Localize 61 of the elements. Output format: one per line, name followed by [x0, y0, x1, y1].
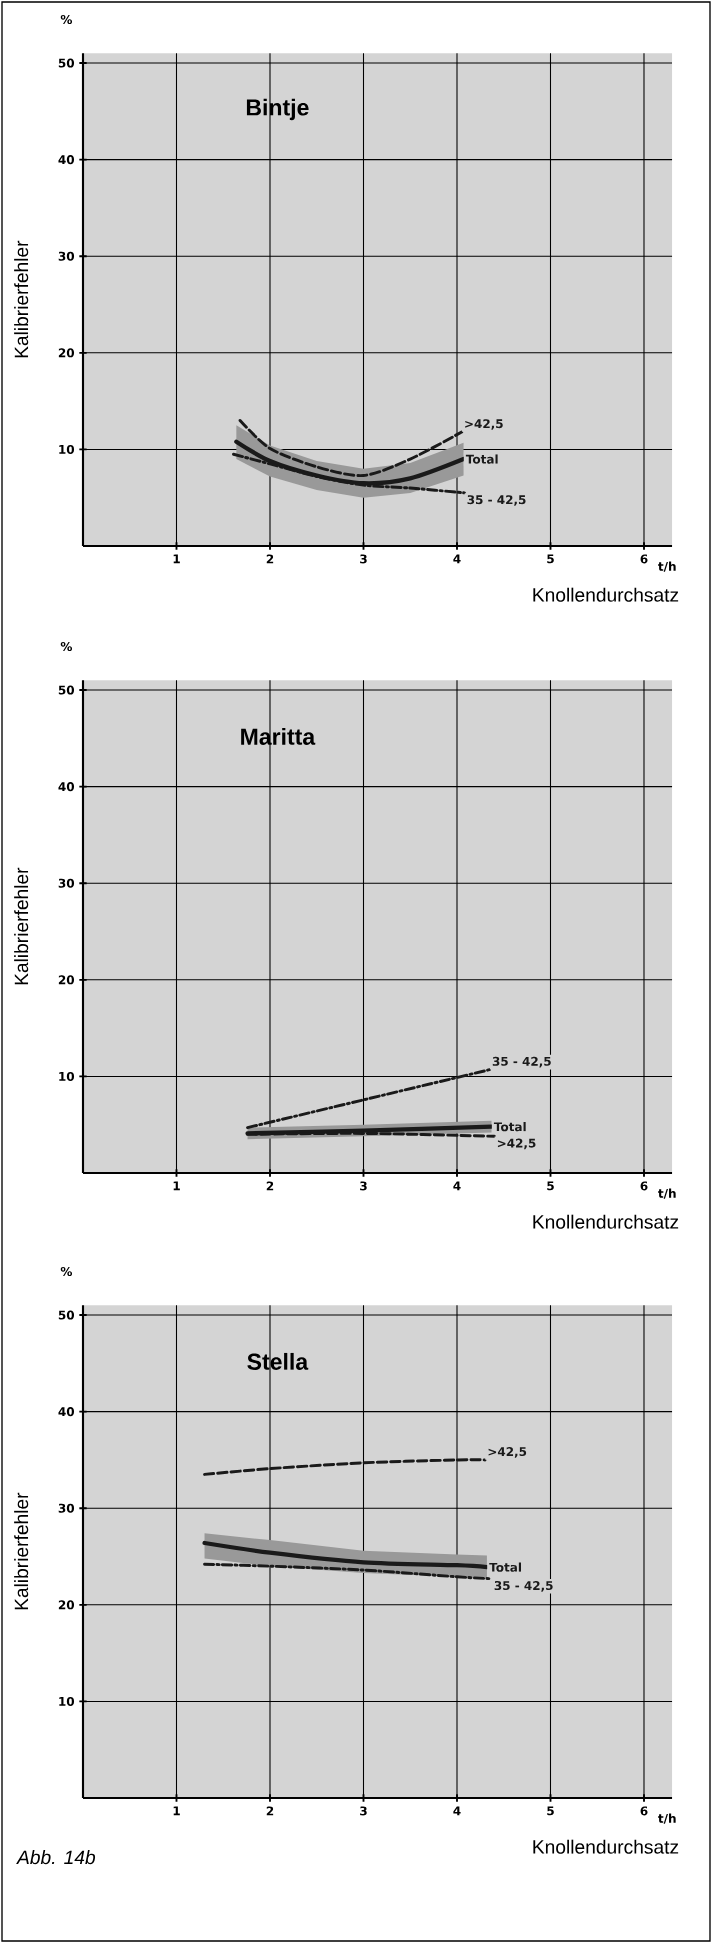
x-axis-title: Knollendurchsatz — [533, 587, 679, 602]
line-series — [202, 1540, 490, 1570]
x-tick-label: 3 — [360, 554, 367, 564]
text: Maritta — [241, 727, 316, 745]
x-tick-label: 2 — [266, 554, 274, 564]
x-tick-label: 6 — [640, 1806, 648, 1816]
text: Bintje — [246, 98, 309, 121]
y-tick-label: 10 — [59, 1071, 75, 1081]
y-tick-label: 50 — [58, 685, 75, 695]
series-label: 35 - 42,5 — [467, 495, 526, 506]
x-tick-label: 1 — [173, 1806, 180, 1816]
text: t/h — [658, 1188, 676, 1199]
series-label: >42,5 — [488, 1447, 527, 1458]
x-tick-label: 6 — [640, 1181, 648, 1191]
y-tick-label: 10 — [59, 444, 75, 454]
x-axis-title: Knollendurchsatz — [533, 1839, 679, 1854]
series-label: 35 - 42,5 — [492, 1056, 551, 1068]
text: Stella — [247, 1352, 309, 1370]
x-tick-label: 4 — [453, 554, 461, 564]
y-tick-label: 20 — [58, 975, 75, 985]
series-label: Total — [489, 1562, 521, 1572]
y-tick-label: 20 — [58, 1600, 75, 1610]
y-axis-title: Kalibrierfehler — [14, 1492, 29, 1610]
x-tick-label: 1 — [173, 554, 180, 564]
y-tick-label: 40 — [58, 1407, 75, 1417]
text: % — [60, 14, 73, 25]
x-tick-label: 6 — [640, 554, 648, 564]
y-tick-label: 10 — [59, 1696, 75, 1706]
series-label: Total — [493, 1122, 526, 1132]
y-axis-title: Kalibrierfehler — [14, 867, 29, 985]
x-tick-label: 2 — [266, 1181, 274, 1191]
line-series — [238, 418, 464, 478]
x-tick-label: 3 — [360, 1181, 367, 1191]
y-tick-label: 30 — [58, 878, 75, 888]
y-tick-label: 30 — [58, 251, 75, 261]
text: t/h — [658, 561, 676, 572]
series-label: Total — [465, 454, 498, 464]
x-axis-title: Knollendurchsatz — [533, 1214, 679, 1229]
line-series — [203, 1458, 487, 1476]
text: % — [60, 1266, 73, 1277]
series-label: >42,5 — [465, 419, 503, 430]
text: % — [60, 641, 73, 652]
y-tick-label: 20 — [58, 348, 75, 358]
text: t/h — [658, 1813, 676, 1824]
x-tick-label: 5 — [547, 1806, 554, 1816]
x-tick-label: 4 — [453, 1181, 461, 1191]
x-tick-label: 5 — [547, 1181, 554, 1191]
x-tick-label: 2 — [266, 1806, 274, 1816]
y-axis-title: Kalibrierfehler — [14, 240, 29, 358]
y-tick-label: 50 — [58, 58, 75, 68]
x-tick-label: 5 — [547, 554, 554, 564]
x-tick-label: 1 — [173, 1181, 180, 1191]
x-tick-label: 3 — [360, 1806, 367, 1816]
y-tick-label: 40 — [58, 782, 75, 792]
x-tick-label: 4 — [453, 1806, 461, 1816]
y-tick-label: 50 — [58, 1310, 75, 1320]
series-label: >42,5 — [497, 1138, 536, 1150]
y-tick-label: 30 — [58, 1503, 75, 1513]
series-label: 35 - 42,5 — [494, 1581, 553, 1592]
y-tick-label: 40 — [58, 155, 75, 165]
caption: Abb. 14b — [16, 1850, 96, 1865]
